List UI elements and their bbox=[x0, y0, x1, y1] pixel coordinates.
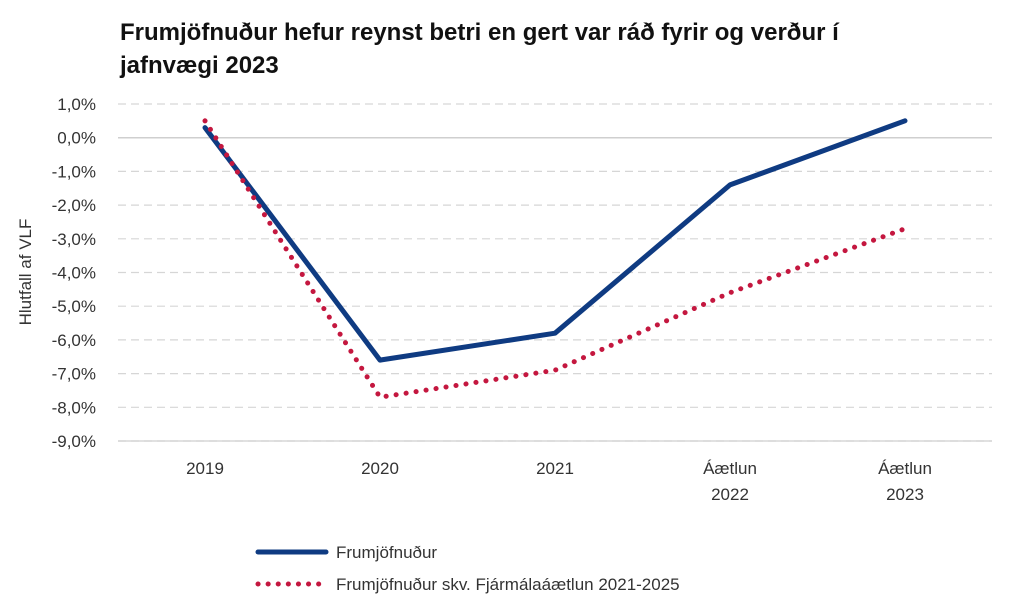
y-tick-label: -7,0% bbox=[52, 365, 96, 384]
series-line-frumjofnudur bbox=[202, 118, 908, 363]
x-tick-label: Áætlun 2023 bbox=[878, 459, 932, 504]
y-tick-label: -9,0% bbox=[52, 432, 96, 451]
y-tick-label: -6,0% bbox=[52, 331, 96, 350]
y-tick-label: -4,0% bbox=[52, 264, 96, 283]
x-tick-label: 2021 bbox=[536, 459, 574, 478]
x-axis-tick-labels: 2019 2020 2021 Áætlun 2022 Áætlun 2023 bbox=[186, 459, 932, 504]
series-lines bbox=[202, 118, 908, 400]
y-tick-label: 1,0% bbox=[57, 95, 96, 114]
y-tick-label: -3,0% bbox=[52, 230, 96, 249]
chart-title: Frumjöfnuður hefur reynst betri en gert … bbox=[120, 19, 839, 79]
y-axis-label: Hlutfall af VLF bbox=[16, 219, 35, 326]
y-tick-label: -5,0% bbox=[52, 297, 96, 316]
y-axis-tick-labels: 1,0% 0,0% -1,0% -2,0% -3,0% -4,0% -5,0% -6,0% -7… bbox=[52, 95, 96, 451]
x-tick-label: Áætlun 2022 bbox=[703, 459, 757, 504]
series-line-fjarmalaaaetlun bbox=[202, 118, 908, 400]
legend: Frumjöfnuður Frumjöfnuður skv. Fjármálaáæ… bbox=[255, 543, 680, 594]
gridlines bbox=[118, 103, 992, 442]
legend-label: Frumjöfnuður skv. Fjármálaáætlun 2021-20… bbox=[336, 575, 680, 594]
x-tick-label: 2020 bbox=[361, 459, 399, 478]
y-tick-label: -2,0% bbox=[52, 196, 96, 215]
y-tick-label: -1,0% bbox=[52, 162, 96, 181]
y-tick-label: -8,0% bbox=[52, 398, 96, 417]
legend-label: Frumjöfnuður bbox=[336, 543, 437, 562]
y-tick-label: 0,0% bbox=[57, 129, 96, 148]
x-tick-label: 2019 bbox=[186, 459, 224, 478]
